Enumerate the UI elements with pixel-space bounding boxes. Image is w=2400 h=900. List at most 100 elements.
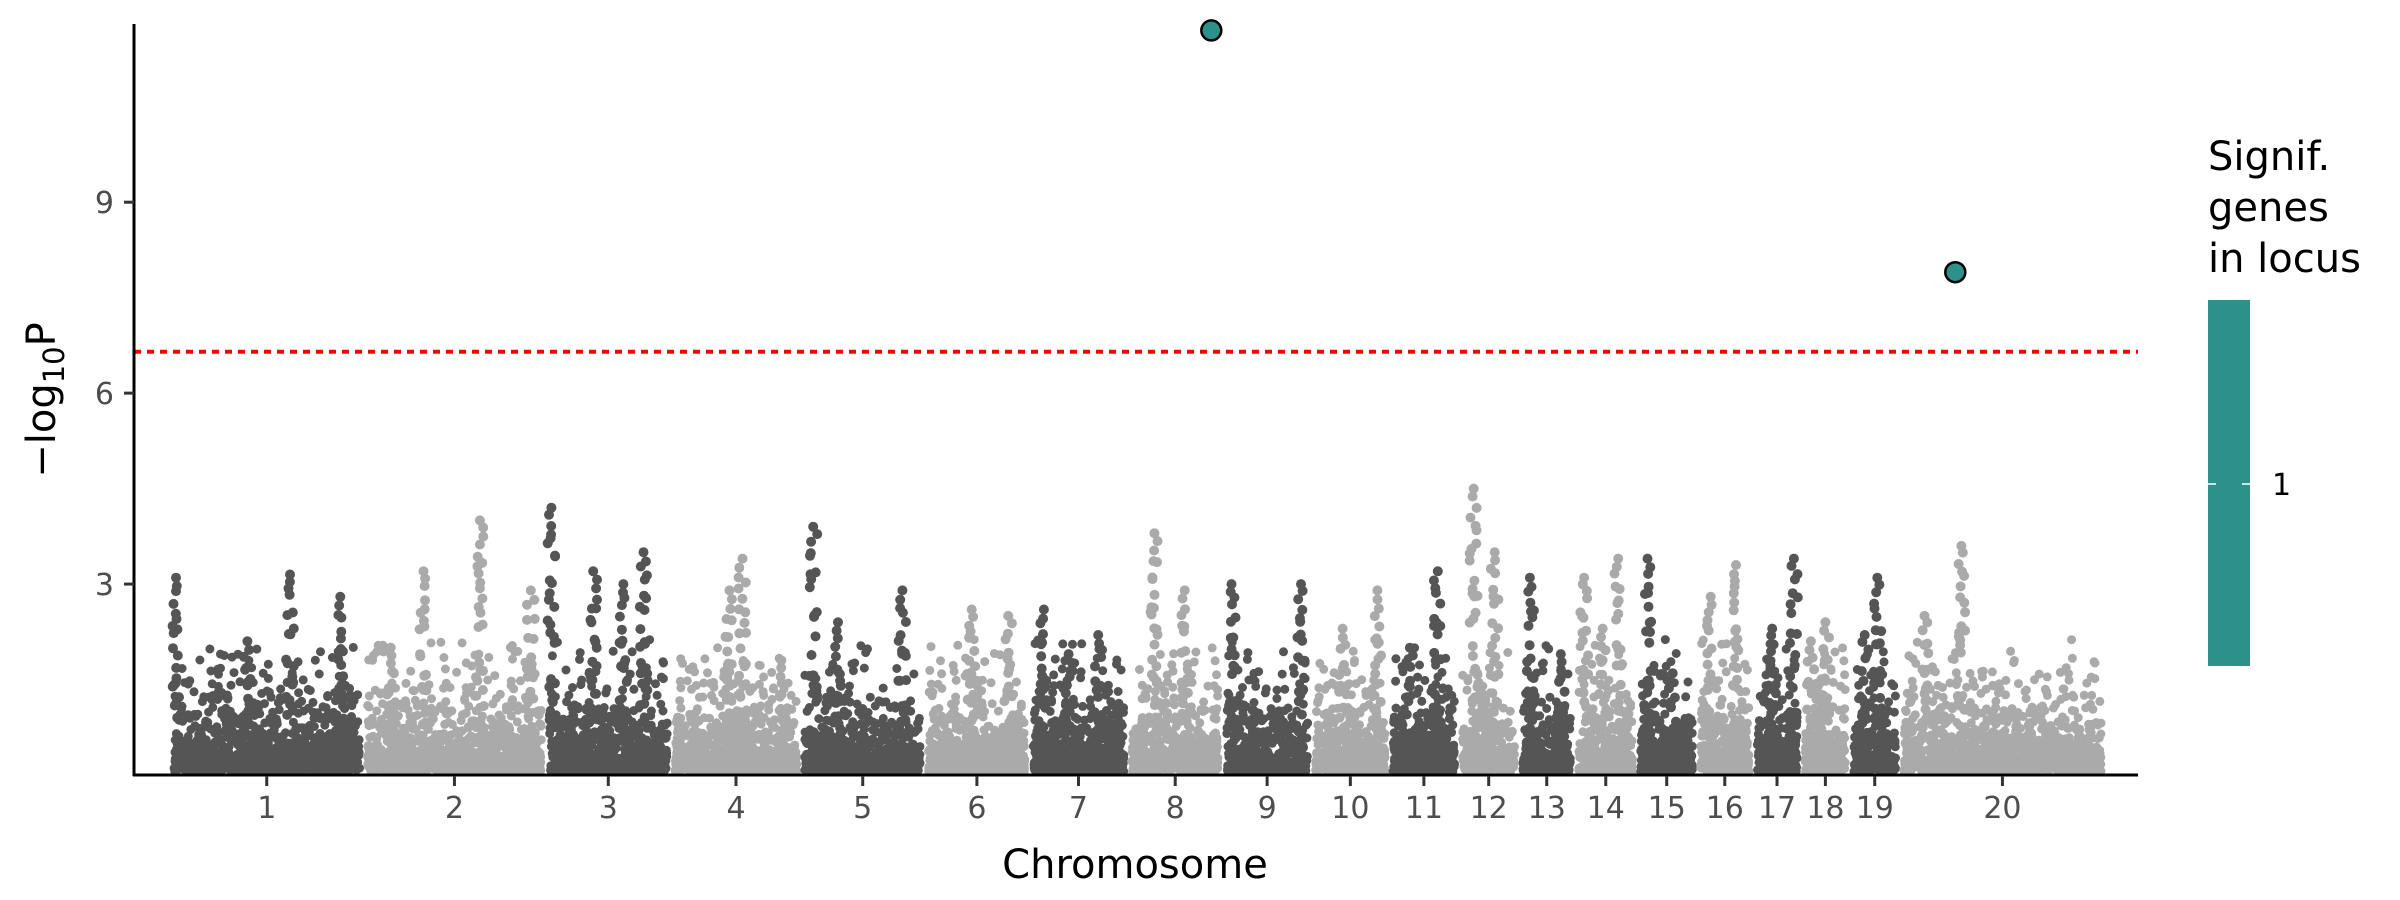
- chromosome-5-peak-2-tail: [893, 635, 904, 646]
- significant-locus-2: [1944, 260, 1967, 284]
- chromosome-17-peak-2-tail: [1789, 663, 1800, 674]
- chromosome-14-peak-3-tail: [1597, 669, 1608, 680]
- x-tick-label: 17: [1758, 791, 1796, 826]
- y-tick-label: 3: [95, 568, 114, 603]
- chromosome-20-peak-2-tail: [1922, 680, 1933, 691]
- chromosome-12-peak-2-tail: [1490, 568, 1501, 579]
- chromosome-1-peak-4-tail: [244, 644, 255, 655]
- chromosome-19-peak-2-tail: [1857, 750, 1868, 760]
- x-tick-label: 18: [1806, 791, 1844, 826]
- chromosome-4-peak-2-tail: [726, 594, 737, 605]
- chromosome-3-peak-1-tail: [549, 601, 560, 612]
- chromosome-4-peak-1-tail: [741, 627, 751, 638]
- chromosome-18-peak-1-tail: [1821, 698, 1832, 709]
- chromosome-3-peak-2-tail: [592, 594, 602, 605]
- chromosome-20-points: [1899, 635, 2106, 777]
- chromosome-16-peak-2-tail: [1730, 625, 1741, 636]
- chromosome-16-peak-1-tail: [1706, 599, 1717, 610]
- chromosome-4-peak-1-tail: [735, 691, 746, 702]
- chromosome-2-peak-1-tail: [417, 719, 428, 730]
- chromosome-6-peak-1-tail: [969, 729, 980, 740]
- legend-title-line-1: Signif.: [2208, 134, 2330, 180]
- x-tick-label: 1: [257, 791, 276, 826]
- chromosome-3-peak-2-tail: [587, 675, 598, 685]
- chromosome-2-peak-2-tail: [472, 675, 483, 686]
- x-tick-label: 15: [1648, 791, 1686, 826]
- chromosome-7-peak-3-tail: [1061, 715, 1072, 726]
- chromosome-3-peak-1-tail: [545, 619, 556, 630]
- chromosome-5-peak-1-tail: [804, 582, 815, 593]
- chromosome-2-peak-2-tail: [477, 685, 488, 695]
- chromosome-4-peak-2-tail: [722, 646, 733, 657]
- chromosome-4-peak-2-tail: [723, 658, 734, 669]
- chromosome-18-peak-2-tail: [1807, 715, 1818, 726]
- chromosome-1-peak-1-tail: [172, 650, 183, 661]
- chromosome-1-peak-2-tail: [281, 691, 292, 702]
- chromosome-8-peak-1-tail: [1151, 725, 1162, 736]
- chromosome-7-peak-2-tail: [1090, 661, 1100, 672]
- chromosome-2-peak-4-tail: [386, 650, 397, 661]
- chromosome-11-peak-1-tail: [1432, 704, 1443, 715]
- chromosome-11-peak-1-tail: [1433, 746, 1444, 757]
- chromosome-6-peak-1-tail: [964, 632, 975, 643]
- chromosome-11-peak-1-tail: [1428, 575, 1439, 586]
- chromosome-1-peak-1-tail: [168, 643, 178, 654]
- chromosome-5-peak-2-tail: [897, 648, 908, 659]
- chromosome-8-peak-2-tail: [1177, 684, 1188, 695]
- chromosome-6-peak-2-tail: [1004, 664, 1015, 674]
- chromosome-7-peak-3-tail: [1067, 725, 1078, 736]
- chromosome-5-peak-3-tail: [831, 625, 842, 636]
- chromosome-5-peak-1-tail: [806, 536, 817, 547]
- chromosome-6-peak-2-tail: [1000, 739, 1011, 750]
- chromosome-2-peak-1-tail: [418, 615, 429, 626]
- chromosome-10-peak-2-tail: [1371, 679, 1382, 690]
- chromosome-2-peak-4-tail: [382, 689, 392, 700]
- chromosome-2-peak-2-tail: [478, 531, 489, 542]
- chromosome-2-peak-2-tail: [477, 593, 488, 604]
- chromosome-4-peak-2-tail: [721, 737, 732, 747]
- chromosome-5-peak-3-tail: [835, 680, 846, 691]
- chromosome-6-peak-1-tail: [963, 737, 973, 747]
- chromosome-20-peak-2-tail: [1919, 640, 1930, 650]
- chromosome-6-peak-1-tail: [962, 694, 973, 705]
- chromosome-19-peak-1-tail: [1871, 639, 1882, 650]
- chromosome-16-peak-2-tail: [1732, 663, 1743, 673]
- chromosome-17-peak-1-tail: [1766, 630, 1777, 641]
- chromosome-14-peak-1-tail: [1579, 696, 1590, 707]
- chromosome-18-peak-1-tail: [1818, 644, 1829, 654]
- chromosome-1-peak-3: [335, 591, 346, 602]
- chromosome-4-peak-2-tail: [725, 603, 736, 614]
- x-tick-label: 2: [445, 791, 464, 826]
- x-tick-label: 7: [1069, 791, 1088, 826]
- chromosome-17-peak-2-tail: [1787, 588, 1798, 599]
- chromosome-1-peak-3-tail: [334, 600, 345, 611]
- chromosome-16-peak-2-tail: [1731, 641, 1742, 652]
- chromosome-5-peak-2-tail: [899, 728, 910, 739]
- chromosome-12-peak-1-tail: [1467, 695, 1478, 706]
- significant-points: [1200, 19, 1967, 284]
- chromosome-9-peak-1-tail: [1225, 616, 1236, 627]
- chromosome-15-peak-2-tail: [1665, 742, 1675, 753]
- chromosome-11-peak-2: [1404, 642, 1415, 653]
- chromosome-5-peak-1-tail: [809, 611, 820, 621]
- chromosome-13-peak-1-tail: [1524, 640, 1535, 651]
- chromosome-2-peak-3-tail: [524, 669, 535, 680]
- chromosome-10-peak-2-tail: [1371, 720, 1382, 731]
- chromosome-19-peak-2-tail: [1856, 711, 1867, 722]
- chromosome-10-peak-2-tail: [1372, 638, 1383, 649]
- chromosome-6-peak-1-tail: [964, 678, 975, 689]
- chromosome-15-peak-1-tail: [1645, 627, 1655, 637]
- y-axis-ticks: 3 6 9: [95, 186, 134, 603]
- chromosome-1-points: [169, 642, 364, 777]
- chromosome-2-peak-2-tail: [473, 622, 484, 632]
- chromosome-12-peak-1-tail: [1469, 591, 1480, 602]
- chromosome-8-peak-2-tail: [1178, 626, 1189, 637]
- chromosome-1-peak-2-tail: [285, 629, 296, 640]
- chromosome-4-peak-1-tail: [740, 715, 751, 726]
- chromosome-19-peak-1-tail: [1870, 703, 1881, 714]
- chromosome-10-peak-1-tail: [1341, 689, 1352, 700]
- chromosome-8-peak-1-tail: [1149, 545, 1160, 556]
- chromosome-16-peak-1-tail: [1707, 732, 1718, 743]
- chromosome-4-peak-3-tail: [776, 662, 787, 673]
- chromosome-5-peak-1-tail: [809, 732, 819, 743]
